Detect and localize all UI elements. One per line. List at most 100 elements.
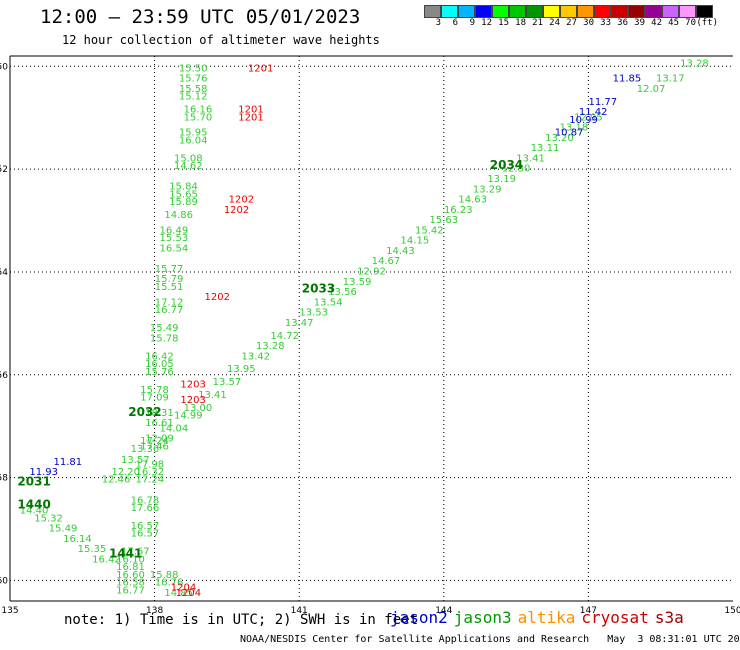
wave-height-label: 1201 [248,63,273,74]
wave-height-label: 16.54 [160,243,189,254]
wave-height-label: 1203 [180,380,205,391]
wave-height-label: 13.56 [328,287,357,298]
color-scale-label: 9 [469,18,475,28]
wave-height-label: 16.76 [155,578,184,589]
wave-height-label: 14.86 [164,210,193,221]
wave-height-label: 16.57 [131,529,160,540]
wave-height-label: 11.93 [29,467,58,478]
wave-height-label: 1202 [229,195,254,206]
y-tick-label: -50 [0,62,8,72]
wave-height-label: 1201 [238,112,263,123]
color-swatch [696,5,713,18]
wave-height-label: 12.92 [357,267,386,278]
chart-subtitle: 12 hour collection of altimeter wave hei… [62,33,380,47]
wave-height-label: 14.04 [160,423,189,434]
wave-height-label: 13.57 [213,377,242,388]
wave-height-label: 15.49 [49,524,78,535]
wave-height-label: 16.58 [116,578,145,589]
y-tick-label: -58 [0,474,8,484]
wave-height-label: 15.89 [169,197,198,208]
wave-height-label: 13.28 [680,58,709,69]
color-scale-label: 33 [600,18,611,28]
color-scale-label: 30 [583,18,594,28]
color-swatch [645,5,662,18]
wave-height-label: 12.95 [574,112,603,123]
wave-height-label: 17.12 [155,297,184,308]
wave-height-label: 14.15 [401,236,430,247]
wave-height-label: 16.32 [135,467,164,478]
source-label-jason3: jason3 [453,608,512,627]
color-swatch [679,5,696,18]
wave-height-label: 16.60 [116,570,145,581]
color-swatch [543,5,560,18]
wave-height-label: 16.61 [145,418,174,429]
wave-height-label: 17.46 [140,441,169,452]
wave-height-label: 1201 [238,105,263,116]
wave-height-label: 1204 [171,583,196,594]
wave-height-label: 11.81 [54,457,83,468]
color-swatch [492,5,509,18]
color-scale-label: 3 [435,18,441,28]
wave-height-label: 15.42 [415,225,444,236]
color-swatch [560,5,577,18]
wave-height-label: 15.53 [160,233,189,244]
wave-height-label: 13.29 [473,184,502,195]
wave-height-label: 14.85 [164,588,193,599]
wave-height-label: 15.78 [150,333,179,344]
color-scale-label: 6 [452,18,458,28]
wave-height-label: 16.77 [116,585,145,596]
color-scale-labels: 3 6 9 12 15 18 21 24 27 30 33 36 39 42 45 70 (ft) [424,18,718,28]
wave-height-label: 11.85 [613,74,642,85]
x-tick-label: 144 [435,606,452,616]
wave-height-label: 16.16 [184,105,213,116]
wave-height-label: 13.41 [198,390,227,401]
color-swatch [662,5,679,18]
wave-height-label: 18.31 [145,408,174,419]
chart-title: 12:00 – 23:59 UTC 05/01/2023 [40,6,361,28]
wave-height-label: 14.63 [458,195,487,206]
wave-height-label: 15.79 [155,274,184,285]
wave-height-label: 11.42 [579,107,608,118]
wave-height-label: 15.76 [179,74,208,85]
x-tick-label: 141 [291,606,308,616]
color-scale-label: 21 [532,18,543,28]
color-scale-label: 39 [634,18,645,28]
pass-time-label: 1441 [109,546,142,560]
wave-height-label: 16.42 [145,351,174,362]
wave-height-label: 13.20 [545,133,574,144]
wave-height-label: 15.95 [179,128,208,139]
color-swatch [526,5,543,18]
wave-height-label: 1203 [180,395,205,406]
source-label-cryosat: cryosat [581,608,649,627]
pass-time-label: 1440 [17,497,50,511]
footnote: note: 1) Time is in UTC; 2) SWH is in fe… [64,612,419,628]
color-scale-legend: 3 6 9 12 15 18 21 24 27 30 33 36 39 42 45 70 (ft) [424,5,718,28]
wave-height-label: 16.42 [92,554,121,565]
color-scale-label: 36 [617,18,628,28]
color-swatches [424,5,718,18]
wave-height-label: 13.19 [487,174,516,185]
wave-height-label: 15.77 [155,264,184,275]
unit-label: (ft) [696,18,718,28]
color-scale-label: 15 [498,18,509,28]
wave-height-label: 10.87 [555,128,584,139]
wave-height-label: 13.59 [343,277,372,288]
source-label-altika: altika [517,608,576,627]
wave-height-label: 13.57 [121,455,150,466]
wave-height-label: 15.50 [179,63,208,74]
wave-height-label: 16.05 [145,359,174,370]
color-scale-label: 45 [668,18,679,28]
y-tick-label: -56 [0,371,8,381]
wave-height-label: 12.07 [637,84,666,95]
wave-height-label: 16.81 [116,562,145,573]
color-swatch [475,5,492,18]
source-label-jason2: jason2 [390,608,448,627]
wave-height-label: 1202 [224,205,249,216]
color-swatch [458,5,475,18]
color-scale-label: 42 [651,18,662,28]
color-swatch [509,5,526,18]
wave-height-label: 17.67 [121,547,150,558]
color-swatch [441,5,458,18]
satellite-source-legend: jason2 jason3 altika cryosat s3a [390,608,690,627]
